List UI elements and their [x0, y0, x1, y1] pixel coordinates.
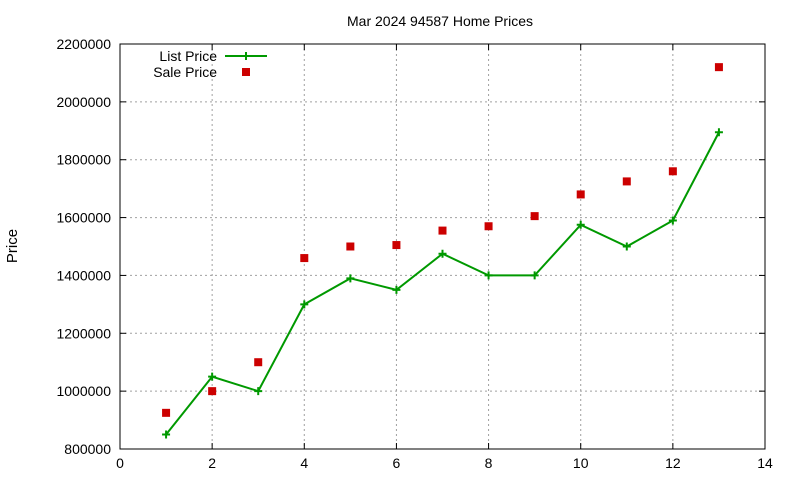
list-price-point: [392, 285, 401, 294]
y-tick-label: 2000000: [56, 94, 111, 110]
sale-price-point: [484, 222, 493, 231]
x-tick-label: 0: [116, 455, 124, 471]
legend-square-marker: [242, 68, 250, 76]
x-tick-label: 10: [573, 455, 589, 471]
list-price-point: [346, 274, 355, 283]
legend-entry: List Price: [159, 48, 267, 64]
y-tick-label: 1400000: [56, 267, 111, 283]
y-tick-label: 1800000: [56, 152, 111, 168]
legend-label: Sale Price: [153, 64, 217, 80]
y-tick-label: 2200000: [56, 36, 111, 52]
sale-price-point: [438, 226, 447, 235]
sale-price-point: [668, 167, 677, 176]
series-layer: [162, 63, 723, 439]
axis-ticks: 0 2 4 6 8 10 12 14 800000 1000000 1200000 1400000 16…: [56, 36, 773, 471]
sale-price-point: [208, 387, 217, 396]
sale-price-point: [714, 63, 723, 72]
sale-price-point: [576, 190, 585, 199]
list-price-point: [162, 430, 171, 439]
sale-price-point: [162, 408, 171, 417]
series-list-price: [162, 128, 723, 439]
list-price-point: [208, 372, 217, 381]
chart-title: Mar 2024 94587 Home Prices: [347, 13, 533, 29]
list-price-point: [622, 242, 631, 251]
grid: [120, 44, 765, 449]
list-price-point: [576, 220, 585, 229]
y-tick-label: 800000: [64, 441, 111, 457]
y-tick-label: 1200000: [56, 325, 111, 341]
y-tick-label: 1600000: [56, 210, 111, 226]
list-price-line: [165, 131, 720, 436]
plot-frame: [119, 43, 766, 450]
x-tick-label: 2: [208, 455, 216, 471]
list-price-point: [714, 128, 723, 137]
sale-price-point: [300, 254, 309, 263]
list-price-point: [668, 216, 677, 225]
list-price-point: [484, 271, 493, 280]
y-tick-label: 1000000: [56, 383, 111, 399]
x-tick-label: 12: [665, 455, 681, 471]
list-price-point: [530, 271, 539, 280]
list-price-point: [300, 300, 309, 309]
sale-price-point: [530, 212, 539, 221]
list-price-point: [254, 387, 263, 396]
x-tick-label: 4: [300, 455, 308, 471]
x-tick-label: 8: [485, 455, 493, 471]
sale-price-point: [254, 358, 263, 367]
sale-price-point: [392, 241, 401, 250]
legend-plus-marker: [242, 52, 250, 60]
sale-price-point: [346, 242, 355, 251]
sale-price-point: [622, 177, 631, 186]
y-axis-title: Price: [4, 229, 21, 263]
x-tick-label: 14: [757, 455, 773, 471]
x-tick-label: 6: [393, 455, 401, 471]
list-price-point: [438, 249, 447, 258]
legend-entry: Sale Price: [153, 64, 250, 80]
series-sale-price: [162, 63, 723, 417]
legend-label: List Price: [159, 48, 217, 64]
